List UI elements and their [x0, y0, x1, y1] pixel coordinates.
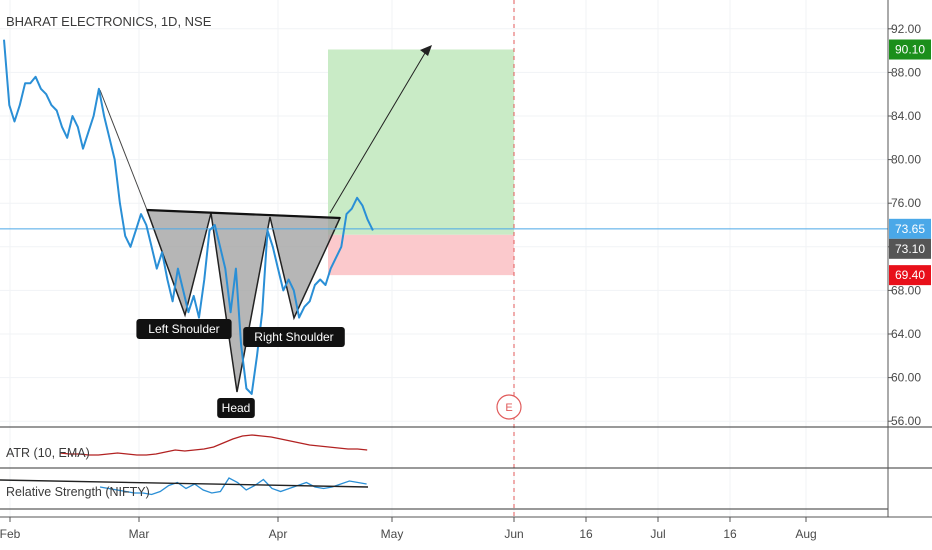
right-shoulder-label-bg — [243, 327, 345, 347]
price-label-bg — [889, 39, 931, 60]
price-label: 90.10 — [895, 43, 925, 57]
right-shoulder-label: Right Shoulder — [254, 330, 333, 344]
atr-label: ATR (10, EMA) — [6, 446, 90, 460]
stop-loss-zone — [328, 234, 514, 276]
price-label: 69.40 — [895, 268, 925, 282]
price-label: 73.65 — [895, 222, 925, 236]
y-tick-label: 60.00 — [891, 371, 921, 385]
pattern-polygon — [145, 209, 342, 393]
y-tick-label: 88.00 — [891, 65, 921, 79]
price-line — [3, 39, 374, 395]
x-tick-label: Feb — [0, 527, 21, 541]
price-label-bg — [889, 238, 931, 259]
projection-line — [329, 47, 429, 214]
x-tick-label: Aug — [795, 527, 816, 541]
earnings-marker-label: E — [505, 402, 512, 414]
indicator-panes — [0, 426, 932, 510]
rs-label: Relative Strength (NIFTY) — [6, 485, 150, 499]
profit-target-zone — [328, 49, 514, 235]
atr-line — [59, 434, 368, 456]
price-label: 73.10 — [895, 242, 925, 256]
neckline — [146, 208, 341, 220]
trend-line — [99, 89, 148, 211]
left-shoulder-label: Left Shoulder — [148, 322, 219, 336]
left-shoulder-label-bg — [136, 319, 232, 339]
price-label-bg — [889, 265, 931, 286]
head-label-bg — [217, 398, 255, 418]
pattern-annotations: Left Shoulder Head Right Shoulder E — [136, 319, 522, 420]
earnings-marker-circle — [496, 394, 522, 420]
y-tick-label: 68.00 — [891, 283, 921, 297]
x-tick-label: Jul — [650, 527, 665, 541]
x-tick-label: 16 — [579, 527, 593, 541]
head-shoulders-pattern — [145, 208, 342, 393]
projection-arrowhead — [420, 45, 432, 56]
rs-trend-line — [0, 479, 369, 488]
y-tick-label: 92.00 — [891, 22, 921, 36]
head-label: Head — [222, 401, 251, 415]
x-tick-label: 16 — [723, 527, 737, 541]
chart-title: BHARAT ELECTRONICS, 1D, NSE — [6, 14, 212, 29]
x-tick-label: Apr — [269, 527, 288, 541]
y-tick-label: 64.00 — [891, 327, 921, 341]
price-label-bg — [889, 218, 931, 239]
x-tick-label: Jun — [504, 527, 523, 541]
x-tick-label: Mar — [129, 527, 150, 541]
y-tick-label: 56.00 — [891, 414, 921, 428]
price-series — [3, 39, 374, 395]
position-zones — [328, 49, 514, 276]
x-tick-label: May — [381, 527, 404, 541]
y-tick-label: 80.00 — [891, 153, 921, 167]
y-tick-label: 84.00 — [891, 109, 921, 123]
y-tick-label: 76.00 — [891, 196, 921, 210]
rs-line — [99, 477, 367, 496]
